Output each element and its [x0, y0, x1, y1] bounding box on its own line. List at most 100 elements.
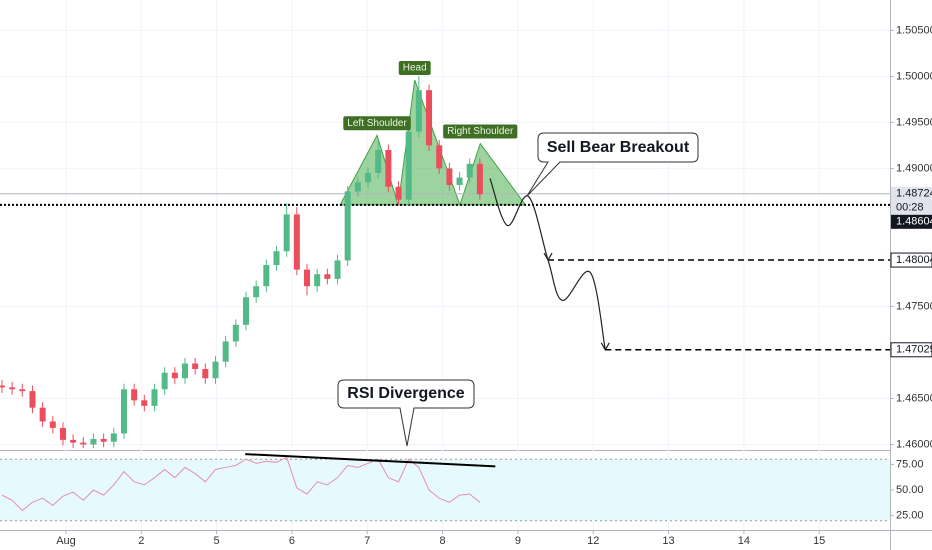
candle-body [415, 90, 422, 132]
price-tag: 1.48724 [891, 186, 932, 201]
price-tag: 1.48004 [890, 252, 932, 268]
candle-body [405, 131, 412, 200]
y-tick-label: 1.46500 [896, 392, 932, 404]
price-tag-text: 1.48004 [896, 254, 932, 266]
candle-body [0, 385, 5, 388]
x-tick-label: 13 [662, 535, 674, 547]
pattern-label: Right Shoulder [443, 124, 518, 139]
price-tag-box [890, 252, 932, 268]
price-tag: 1.47029 [890, 342, 932, 358]
x-tick-label: 8 [440, 535, 446, 547]
pattern-label-box [343, 116, 411, 131]
candle-body [375, 150, 382, 174]
arrow-head [600, 342, 610, 351]
rsi-callout: RSI Divergence [337, 379, 475, 447]
y-tick-label: 1.49500 [896, 116, 932, 128]
x-tick-label: 6 [289, 535, 295, 547]
candle-body [202, 369, 209, 379]
candle-body [344, 191, 351, 261]
pattern-label-box [398, 61, 431, 76]
pattern-label-text: Head [403, 63, 427, 74]
candle-body [9, 387, 16, 390]
candle-body [293, 214, 300, 270]
x-tick-label: 2 [138, 535, 144, 547]
candle-body [80, 442, 87, 445]
candle-body [263, 265, 270, 287]
y-tick-label: 25.00 [896, 510, 924, 522]
x-tick-label: Aug [56, 535, 76, 547]
y-tick-label: 1.47500 [896, 300, 932, 312]
callout-box [337, 379, 475, 447]
x-tick-label: 12 [587, 535, 599, 547]
price-tag: 1.48604 [891, 214, 932, 229]
candle-body [273, 251, 280, 266]
rsi-band [0, 459, 890, 521]
candle-body [283, 214, 290, 252]
y-tick-label: 1.50500 [896, 24, 932, 36]
candle-body [253, 286, 260, 298]
price-tag-text: 1.47029 [896, 344, 932, 356]
candle-body [304, 269, 311, 287]
candle-body [324, 274, 331, 279]
price-tag-box [891, 200, 932, 215]
y-tick-label: 1.46000 [896, 438, 932, 450]
candle-body [365, 173, 372, 183]
candle-body [120, 389, 127, 434]
candle-body [151, 389, 158, 406]
price-tag-box [890, 342, 932, 358]
divergence-line [245, 453, 496, 468]
price-tag-text: 00:28 [896, 202, 924, 214]
candle-body [456, 177, 463, 185]
x-tick-label: 15 [813, 535, 825, 547]
candle-body [171, 372, 178, 379]
y-tick-label: 75.00 [896, 458, 924, 470]
candle-body [385, 150, 392, 187]
candle-body [354, 182, 361, 192]
callout-text: RSI Divergence [347, 385, 464, 402]
arrow-head [543, 252, 553, 262]
candle-body [100, 438, 107, 442]
candle-body [212, 361, 219, 379]
price-tag-text: 1.48604 [896, 216, 932, 228]
price-tag-box [891, 186, 932, 201]
price-tag: 00:28 [891, 200, 932, 215]
candle-body [192, 363, 199, 370]
pattern-label: Head [398, 61, 431, 76]
candle-body [141, 400, 148, 406]
candle-body [436, 145, 443, 169]
pattern-label-box [443, 124, 518, 139]
candle-body [161, 372, 168, 390]
candle-body [19, 389, 26, 392]
pattern-label-text: Right Shoulder [447, 126, 514, 137]
pattern-label-text: Left Shoulder [347, 118, 407, 129]
candle-body [466, 163, 473, 178]
candle-body [395, 186, 402, 200]
candle-body [49, 421, 56, 428]
candle-body [90, 438, 97, 445]
candle-body [131, 389, 138, 401]
candle-body [70, 439, 77, 443]
y-tick-label: 1.49000 [896, 162, 932, 174]
candle-body [334, 260, 341, 279]
y-tick-label: 1.50000 [896, 70, 932, 82]
y-tick-label: 50.00 [896, 484, 924, 496]
x-tick-label: 5 [214, 535, 220, 547]
candle-body [476, 163, 483, 195]
candle-body [426, 90, 433, 146]
callout-box [526, 132, 699, 197]
candle-body [232, 324, 239, 342]
candle-body [222, 341, 229, 362]
x-tick-label: 14 [738, 535, 750, 547]
candle-body [243, 297, 250, 325]
price-tag-text: 1.48724 [896, 188, 932, 200]
candle-body [39, 407, 46, 422]
candle-body [446, 168, 453, 185]
price-tag-box [891, 214, 932, 229]
x-tick-label: 7 [364, 535, 370, 547]
callout-text: Sell Bear Breakout [547, 139, 690, 156]
x-tick-label: 9 [515, 535, 521, 547]
pattern-label: Left Shoulder [343, 116, 411, 131]
